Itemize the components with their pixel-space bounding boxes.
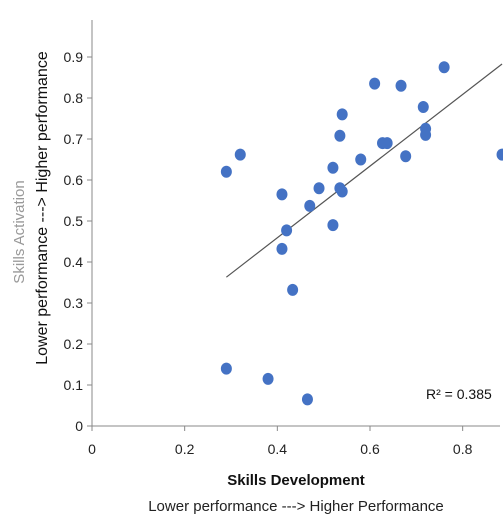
x-tick-label: 0.4 xyxy=(268,441,288,457)
y-tick-label: 0.9 xyxy=(64,49,84,65)
y-tick-label: 0.8 xyxy=(64,90,84,106)
data-point xyxy=(276,242,288,255)
data-point xyxy=(220,362,232,375)
data-point xyxy=(369,77,381,90)
data-point xyxy=(336,185,348,198)
data-point xyxy=(304,199,316,212)
data-point xyxy=(313,182,325,195)
y-tick-label: 0.1 xyxy=(64,377,84,393)
data-point xyxy=(281,224,293,237)
data-point xyxy=(395,79,407,92)
trendline xyxy=(225,63,503,278)
x-tick-label: 0 xyxy=(88,441,96,457)
data-point xyxy=(496,148,503,161)
y-tick-label: 0.3 xyxy=(64,295,84,311)
y-tick-label: 0.5 xyxy=(64,213,84,229)
r-squared-annotation: R² = 0.385 xyxy=(426,386,492,402)
data-point xyxy=(262,372,274,385)
data-point xyxy=(438,61,450,74)
y-tick-label: 0.4 xyxy=(64,254,84,270)
y-tick-label: 0 xyxy=(75,418,83,434)
data-point xyxy=(420,128,432,141)
y-axis-title: Skills Activation xyxy=(11,180,28,283)
data-point xyxy=(400,150,412,163)
data-point xyxy=(336,108,348,121)
y-tick-label: 0.2 xyxy=(64,336,84,352)
y-tick-label: 0.7 xyxy=(64,131,84,147)
x-axis-subtitle: Lower performance ---> Higher Performanc… xyxy=(148,498,444,515)
y-axis-subtitle: Lower performance ---> Higher performanc… xyxy=(34,51,51,365)
data-point xyxy=(220,165,232,178)
data-point xyxy=(417,101,429,114)
x-tick-label: 0.2 xyxy=(175,441,195,457)
data-point xyxy=(327,161,339,174)
x-axis-title: Skills Development xyxy=(227,472,365,489)
data-point xyxy=(234,148,246,161)
y-tick-label: 0.6 xyxy=(64,172,84,188)
data-point xyxy=(287,283,299,296)
data-point xyxy=(301,393,313,406)
data-point xyxy=(355,153,367,166)
x-tick-label: 0.8 xyxy=(453,441,473,457)
plot-area: 0 0.1 0.2 0.3 0.4 0.5 0.6 0.7 0.8 0.9 0 0.2 0.4 0.6 0.… xyxy=(64,20,503,457)
data-point xyxy=(327,219,339,232)
data-point xyxy=(334,129,346,142)
data-point xyxy=(381,137,393,150)
x-tick-label: 0.6 xyxy=(360,441,380,457)
data-point xyxy=(276,188,288,201)
